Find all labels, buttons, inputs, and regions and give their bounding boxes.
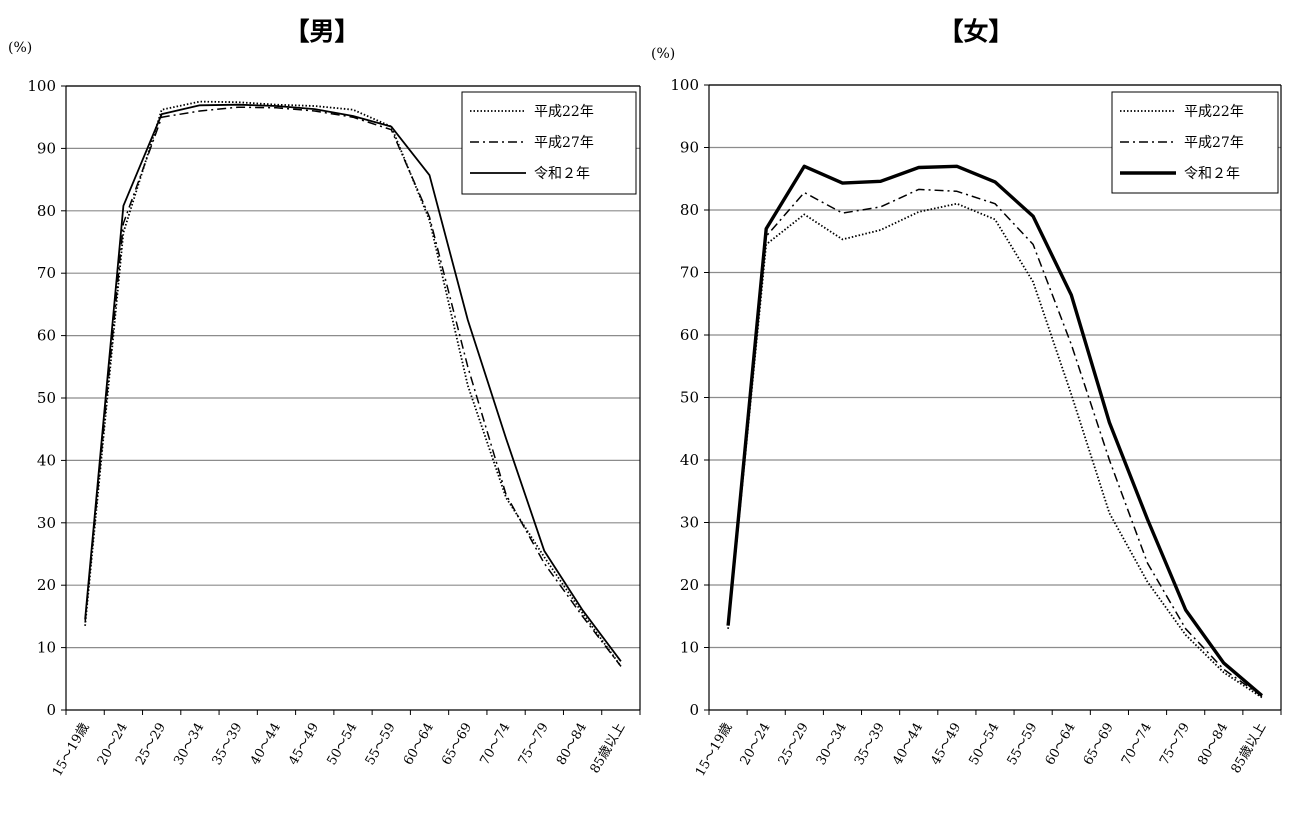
- y-tick-label: 80: [680, 201, 699, 219]
- series-line-2: [84, 106, 622, 667]
- y-tick-label: 100: [670, 76, 699, 94]
- chart-title: 【女】: [938, 17, 1013, 46]
- y-tick-label: 100: [27, 77, 56, 95]
- y-tick-label: 0: [689, 701, 699, 719]
- legend-label: 平成22年: [534, 104, 594, 120]
- series-line-1: [84, 100, 622, 667]
- x-tick-label: 15～19歳: [693, 721, 736, 780]
- x-tick-label: 35～39: [852, 721, 888, 768]
- x-tick-label: 60～64: [1043, 721, 1079, 768]
- x-tick-label: 25～29: [776, 721, 812, 768]
- y-unit-label: (%): [8, 40, 32, 56]
- x-tick-label: 40～44: [248, 721, 284, 768]
- series-line-3: [726, 164, 1264, 697]
- x-tick-label: 20～24: [738, 721, 774, 768]
- x-tick-label: 65～69: [439, 721, 475, 768]
- x-tick-label: 75～79: [1157, 721, 1193, 768]
- x-tick-label: 45～49: [286, 721, 322, 768]
- y-tick-label: 40: [37, 451, 56, 469]
- y-tick-label: 90: [680, 139, 699, 157]
- x-tick-label: 85歳以上: [588, 721, 629, 777]
- chart-panel-2: 【女】 (%) 0 10 20 30 40 50 60 70 80 90 100 15～19歳 20～24 2…: [651, 17, 1282, 780]
- y-tick-label: 30: [37, 514, 56, 532]
- x-tick-label: 60～64: [401, 721, 437, 768]
- x-tick-label: 30～34: [814, 721, 850, 768]
- y-tick-label: 50: [37, 389, 56, 407]
- x-tick-label: 80～84: [1195, 721, 1231, 768]
- legend-box: [461, 91, 637, 195]
- x-tick-label: 15～19歳: [50, 721, 93, 780]
- y-tick-label: 50: [680, 389, 699, 407]
- legend-label: 令和２年: [1184, 166, 1240, 182]
- legend-label: 平成27年: [534, 135, 594, 151]
- x-tick-label: 55～59: [363, 721, 399, 768]
- x-tick-label: 20～24: [95, 721, 131, 768]
- chart-title: 【男】: [284, 17, 359, 46]
- x-tick-label: 50～54: [324, 721, 360, 768]
- y-tick-label: 20: [37, 576, 56, 594]
- chart-panel-1: 【男】 (%) 0 10 20 30 40 50 60 70 80 90 100 15～19歳 20～24 2…: [8, 17, 641, 780]
- y-tick-label: 40: [680, 451, 699, 469]
- x-tick-label: 45～49: [928, 721, 964, 768]
- y-tick-label: 90: [37, 139, 56, 157]
- x-tick-label: 65～69: [1081, 721, 1117, 768]
- x-tick-label: 70～74: [477, 721, 513, 768]
- y-unit-label: (%): [651, 46, 675, 62]
- legend-label: 令和２年: [534, 166, 590, 182]
- y-tick-label: 60: [680, 326, 699, 344]
- y-tick-label: 70: [37, 264, 56, 282]
- legend-label: 平成27年: [1184, 135, 1244, 151]
- x-tick-label: 85歳以上: [1229, 721, 1270, 777]
- y-tick-label: 10: [37, 639, 56, 657]
- x-tick-label: 50～54: [966, 721, 1002, 768]
- series-line-2: [727, 188, 1263, 697]
- x-tick-label: 55～59: [1005, 721, 1041, 768]
- y-tick-label: 30: [680, 514, 699, 532]
- x-tick-label: 70～74: [1119, 721, 1155, 768]
- series-line-3: [84, 103, 622, 662]
- x-tick-label: 35～39: [210, 721, 246, 768]
- y-tick-label: 70: [680, 264, 699, 282]
- x-tick-label: 75～79: [516, 721, 552, 768]
- x-tick-label: 40～44: [890, 721, 926, 768]
- legend-label: 平成22年: [1184, 104, 1244, 120]
- y-tick-label: 80: [37, 202, 56, 220]
- x-tick-label: 30～34: [171, 721, 207, 768]
- y-tick-label: 60: [37, 327, 56, 345]
- y-tick-label: 10: [680, 639, 699, 657]
- x-tick-label: 80～84: [554, 721, 590, 768]
- x-tick-label: 25～29: [133, 721, 169, 768]
- y-tick-label: 0: [46, 701, 56, 719]
- y-tick-label: 20: [680, 576, 699, 594]
